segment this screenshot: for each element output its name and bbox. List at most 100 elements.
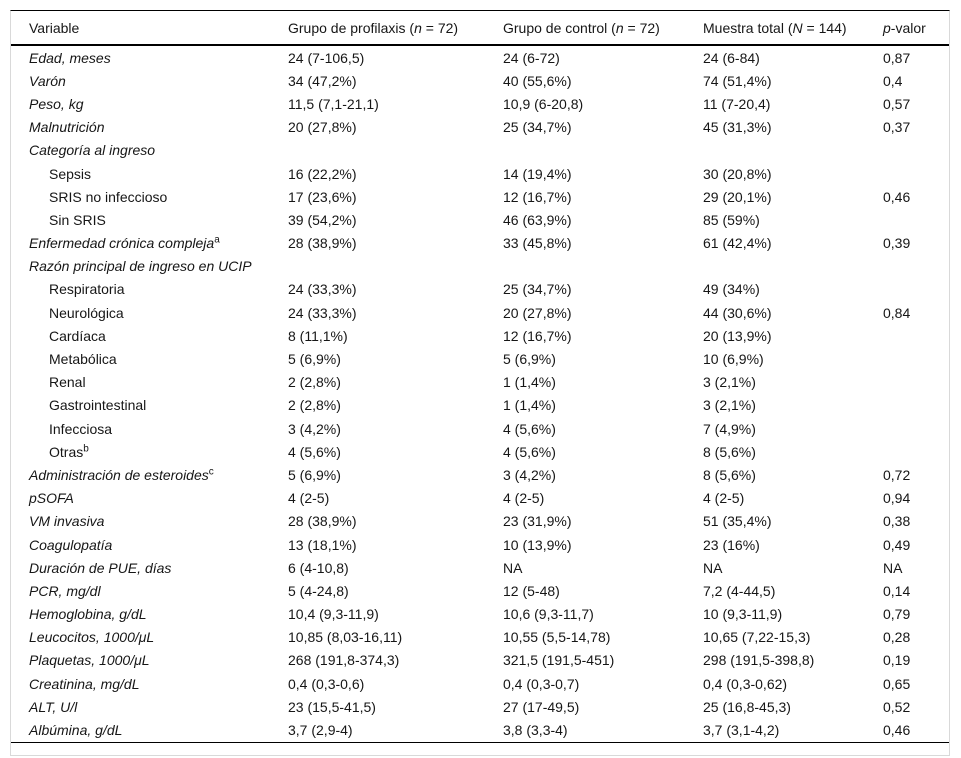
prophylaxis-group-value: 10,4 (9,3-11,9) xyxy=(288,606,379,623)
prophylaxis-group-value: 17 (23,6%) xyxy=(288,188,357,205)
table-row: Edad, meses 24 (7-106,5) 24 (6-72) 24 (6-84… xyxy=(11,45,949,69)
table-row: Sepsis 16 (22,2%) 14 (19,4%) 30 (20,8%) xyxy=(11,162,949,185)
prophylaxis-group-value: 5 (6,9%) xyxy=(288,351,341,368)
variable-label-cell: Categoría al ingreso xyxy=(11,139,288,162)
total-sample-value: 49 (34%) xyxy=(703,281,760,298)
prophylaxis-group-value: 24 (33,3%) xyxy=(288,304,357,321)
variable-label: Neurológica xyxy=(49,304,124,321)
prophylaxis-group-value: 10,85 (8,03-16,11) xyxy=(288,629,403,646)
table-row: Varón 34 (47,2%) 40 (55,6%) 74 (51,4%) 0,4 xyxy=(11,69,949,92)
table-row: Creatinina, mg/dL 0,4 (0,3-0,6) 0,4 (0,3-0… xyxy=(11,672,949,695)
prophylaxis-group-value: 4 (2-5) xyxy=(288,490,330,507)
variable-label: Otras xyxy=(49,443,84,460)
control-group-value: 14 (19,4%) xyxy=(503,165,572,182)
table-row: Leucocitos, 1000/μL 10,85 (8,03-16,11) 10,… xyxy=(11,626,949,649)
p-value: 0,46 xyxy=(883,722,911,739)
prophylaxis-group-value: 20 (27,8%) xyxy=(288,119,357,136)
table-row: Respiratoria 24 (33,3%) 25 (34,7%) 49 (34%) xyxy=(11,278,949,301)
p-value: 0,37 xyxy=(883,119,911,136)
footnote-marker: b xyxy=(83,443,89,455)
prophylaxis-group-value: 6 (4-10,8) xyxy=(288,559,349,576)
table-row: VM invasiva 28 (38,9%) 23 (31,9%) 51 (35,4%… xyxy=(11,510,949,533)
variable-label-cell: Hemoglobina, g/dL xyxy=(11,603,288,626)
header-stat-symbol: p xyxy=(883,19,891,36)
p-value: 0,38 xyxy=(883,513,911,530)
p-value: 0,79 xyxy=(883,606,911,623)
variable-label-cell: Enfermedad crónica complejaa xyxy=(11,232,288,255)
header-stat-symbol: N xyxy=(792,19,803,36)
variable-label-cell: ALT, U/l xyxy=(11,695,288,718)
control-group-value: 33 (45,8%) xyxy=(503,235,572,252)
prophylaxis-group-value xyxy=(288,255,503,278)
control-group-value: NA xyxy=(503,559,523,576)
variable-label: SRIS no infeccioso xyxy=(49,188,168,205)
p-value: 0,49 xyxy=(883,536,911,553)
prophylaxis-group-value: 2 (2,8%) xyxy=(288,374,341,391)
variable-label: Sepsis xyxy=(49,165,92,182)
variable-label-cell: Cardíaca xyxy=(11,324,288,347)
prophylaxis-group-value: 5 (6,9%) xyxy=(288,466,341,483)
control-group-value: 23 (31,9%) xyxy=(503,513,572,530)
variable-label-cell: Razón principal de ingreso en UCIP xyxy=(11,255,288,278)
total-sample-value: 8 (5,6%) xyxy=(703,443,756,460)
total-sample-value: 20 (13,9%) xyxy=(703,327,772,344)
variable-label: Leucocitos, 1000/μL xyxy=(29,629,155,646)
control-group-value: 3,8 (3,3-4) xyxy=(503,722,568,739)
total-sample-value: 10 (9,3-11,9) xyxy=(703,606,783,623)
variable-label-cell: PCR, mg/dl xyxy=(11,579,288,602)
prophylaxis-group-value: 5 (4-24,8) xyxy=(288,582,349,599)
prophylaxis-group-value: 3 (4,2%) xyxy=(288,420,341,437)
total-sample-value: 4 (2-5) xyxy=(703,490,745,507)
total-sample-value: 3,7 (3,1-4,2) xyxy=(703,722,780,739)
variable-label: Sin SRIS xyxy=(49,211,106,228)
p-value xyxy=(883,371,949,394)
table-row: Peso, kg 11,5 (7,1-21,1) 10,9 (6-20,8) 11 (… xyxy=(11,92,949,115)
column-header-prophylaxis-group: Grupo de profilaxis (n = 72) xyxy=(288,11,503,46)
control-group-value: 5 (6,9%) xyxy=(503,351,556,368)
table-row: pSOFA 4 (2-5) 4 (2-5) 4 (2-5) 0,94 xyxy=(11,487,949,510)
header-stat-symbol: n xyxy=(615,19,624,36)
table-row: Sin SRIS 39 (54,2%) 46 (63,9%) 85 (59%) xyxy=(11,208,949,231)
table-row: Hemoglobina, g/dL 10,4 (9,3-11,9) 10,6 (9,… xyxy=(11,603,949,626)
variable-label: Creatinina, mg/dL xyxy=(29,675,140,692)
variable-label-cell: pSOFA xyxy=(11,487,288,510)
variable-label-cell: Renal xyxy=(11,371,288,394)
control-group-value: 321,5 (191,5-451) xyxy=(503,652,615,669)
variable-label: Hemoglobina, g/dL xyxy=(29,606,147,623)
variable-label-cell: Malnutrición xyxy=(11,116,288,139)
variable-label-cell: Creatinina, mg/dL xyxy=(11,672,288,695)
data-table: Variable Grupo de profilaxis (n = 72) Grup… xyxy=(11,11,949,743)
p-value xyxy=(883,324,949,347)
table-row: SRIS no infeccioso 17 (23,6%) 12 (16,7%) 29… xyxy=(11,185,949,208)
header-text: = 72) xyxy=(421,19,459,36)
variable-label: Varón xyxy=(29,72,66,89)
prophylaxis-group-value: 16 (22,2%) xyxy=(288,165,357,182)
control-group-value: 20 (27,8%) xyxy=(503,304,572,321)
table-row: Gastrointestinal 2 (2,8%) 1 (1,4%) 3 (2,1%) xyxy=(11,394,949,417)
total-sample-value: 74 (51,4%) xyxy=(703,72,772,89)
table-row: Renal 2 (2,8%) 1 (1,4%) 3 (2,1%) xyxy=(11,371,949,394)
table-row: Plaquetas, 1000/μL 268 (191,8-374,3) 321,5… xyxy=(11,649,949,672)
prophylaxis-group-value: 34 (47,2%) xyxy=(288,72,357,89)
control-group-value: 25 (34,7%) xyxy=(503,281,572,298)
p-value: 0,87 xyxy=(883,49,911,66)
control-group-value: 12 (16,7%) xyxy=(503,327,572,344)
p-value: 0,46 xyxy=(883,188,911,205)
variable-label: Metabólica xyxy=(49,351,117,368)
prophylaxis-group-value: 268 (191,8-374,3) xyxy=(288,652,400,669)
total-sample-value: 7 (4,9%) xyxy=(703,420,756,437)
table-row: Malnutrición 20 (27,8%) 25 (34,7%) 45 (31,3… xyxy=(11,116,949,139)
p-value xyxy=(883,162,949,185)
total-sample-value: 3 (2,1%) xyxy=(703,397,756,414)
control-group-value: 10,6 (9,3-11,7) xyxy=(503,606,594,623)
table-row: Enfermedad crónica complejaa 28 (38,9%) 33… xyxy=(11,232,949,255)
variable-label-cell: Metabólica xyxy=(11,347,288,370)
variable-label: Enfermedad crónica compleja xyxy=(29,235,215,252)
variable-label-cell: Coagulopatía xyxy=(11,533,288,556)
variable-label: Administración de esteroides xyxy=(29,466,209,483)
variable-label-cell: Plaquetas, 1000/μL xyxy=(11,649,288,672)
variable-label: Plaquetas, 1000/μL xyxy=(29,652,150,669)
control-group-value: 4 (2-5) xyxy=(503,490,545,507)
table-row: Razón principal de ingreso en UCIP xyxy=(11,255,949,278)
column-header-control-group: Grupo de control (n = 72) xyxy=(503,11,703,46)
